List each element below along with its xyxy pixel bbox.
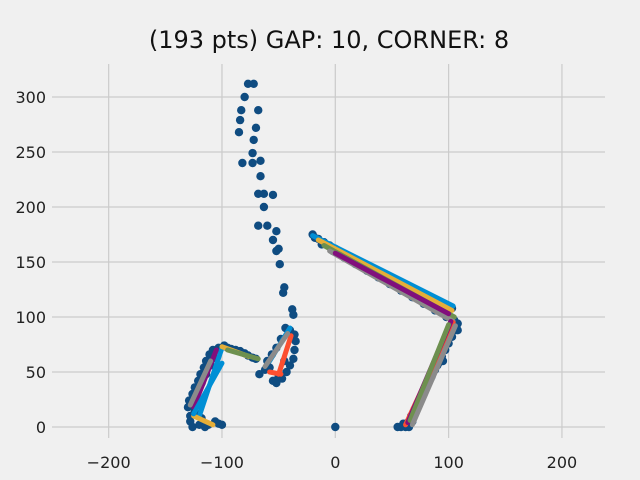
segment-line-1 <box>315 237 455 313</box>
data-point-20 <box>272 227 281 236</box>
segment-line-19 <box>267 369 284 377</box>
data-point-18 <box>263 221 272 230</box>
data-point-17 <box>259 202 269 212</box>
data-point-99 <box>188 422 197 432</box>
segment-line-8 <box>409 323 458 428</box>
y-tick-label-3: 150 <box>15 253 46 272</box>
segment-line-14 <box>187 358 214 408</box>
data-point-12 <box>256 156 265 165</box>
data-point-26 <box>278 288 288 297</box>
line-segments <box>187 233 458 428</box>
chart-title: (193 pts) GAP: 10, CORNER: 8 <box>149 26 509 54</box>
y-tick-label-2: 100 <box>15 308 46 327</box>
data-point-5 <box>235 115 245 125</box>
y-tick-label-5: 250 <box>15 143 46 162</box>
data-point-7 <box>251 123 261 132</box>
data-point-21 <box>268 235 278 245</box>
x-tick-label-3: 100 <box>433 453 464 472</box>
x-tick-label-1: −100 <box>200 453 244 472</box>
y-tick-label-1: 50 <box>26 363 46 382</box>
y-tick-label-6: 300 <box>15 88 46 107</box>
segment-line-16 <box>276 333 294 377</box>
data-point-9 <box>248 148 257 158</box>
data-point-11 <box>248 158 257 168</box>
data-point-144 <box>290 345 299 355</box>
segment-line-15 <box>191 360 225 417</box>
data-point-3 <box>237 106 246 115</box>
data-point-15 <box>259 189 269 198</box>
x-tick-label-2: 0 <box>330 453 340 472</box>
data-point-16 <box>268 190 278 200</box>
segment-line-7 <box>407 322 452 423</box>
data-point-143 <box>289 354 298 363</box>
data-point-19 <box>254 221 263 230</box>
data-point-97 <box>331 422 340 432</box>
tick-labels: −200 −100 0 100 200 0 50 100 150 200 250 300 <box>15 88 577 472</box>
data-point-24 <box>275 260 284 269</box>
data-point-28 <box>289 310 298 319</box>
data-point-2 <box>240 92 249 102</box>
data-point-23 <box>274 244 283 253</box>
data-point-1 <box>249 79 258 89</box>
segment-line-18 <box>262 331 291 369</box>
data-point-136 <box>255 370 264 379</box>
segment-line-4 <box>332 250 452 317</box>
x-tick-label-4: 200 <box>547 453 578 472</box>
data-point-142 <box>285 361 295 370</box>
x-tick-label-0: −200 <box>87 453 131 472</box>
y-tick-label-0: 0 <box>36 418 46 437</box>
data-point-10 <box>238 158 247 168</box>
data-point-141 <box>282 367 291 377</box>
y-tick-label-4: 200 <box>15 198 46 217</box>
data-point-13 <box>256 172 265 181</box>
segment-line-12 <box>225 347 261 362</box>
data-point-145 <box>291 337 300 346</box>
data-point-139 <box>272 378 281 388</box>
data-point-4 <box>254 106 263 115</box>
data-point-6 <box>234 128 244 137</box>
data-point-105 <box>217 420 227 429</box>
data-point-8 <box>249 135 258 145</box>
segment-line-13 <box>191 413 216 428</box>
